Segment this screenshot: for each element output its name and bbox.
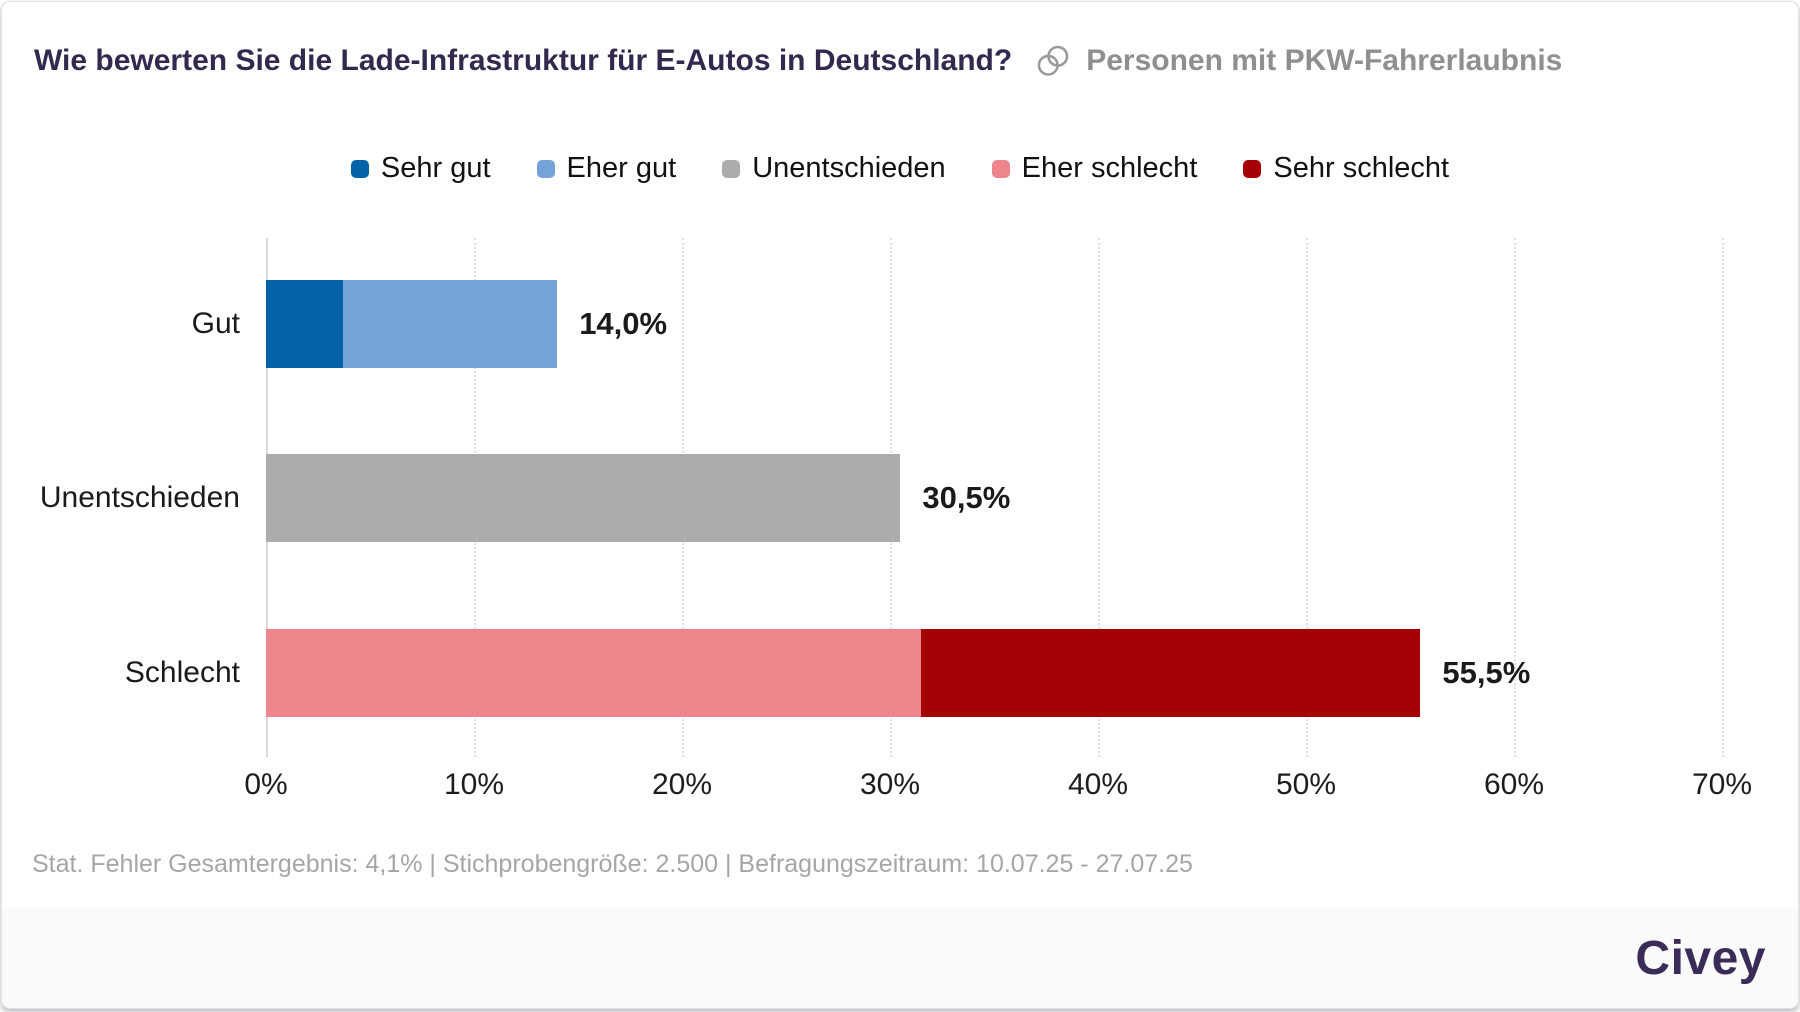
legend-label: Sehr gut — [380, 152, 491, 184]
legend-item[interactable]: Sehr gut — [350, 152, 491, 185]
x-tick-label: 70% — [1691, 768, 1753, 801]
question-title: Wie bewerten Sie die Lade-Infrastruktur … — [34, 44, 1013, 77]
bar-row: Gut 14,0% — [192, 280, 1722, 368]
legend-label: Sehr schlecht — [1273, 152, 1450, 184]
x-tick-label: 0% — [244, 768, 288, 801]
x-axis-labels: 0% 10% 20% 30% 40% 50% 60% 70% — [244, 768, 1752, 806]
legend-label: Unentschieden — [752, 152, 946, 184]
stacked-bar — [266, 280, 1722, 368]
bar-segment[interactable] — [921, 629, 1421, 717]
survey-stats-note: Stat. Fehler Gesamtergebnis: 4,1% | Stic… — [32, 850, 1193, 878]
legend-item[interactable]: Unentschieden — [722, 152, 946, 185]
legend-swatch-icon — [536, 159, 555, 178]
x-tick-label: 60% — [1483, 768, 1545, 801]
header: Wie bewerten Sie die Lade-Infrastruktur … — [34, 42, 1562, 80]
bar-segment[interactable] — [266, 454, 901, 542]
bar-row: Schlecht 55,5% — [125, 629, 1722, 717]
bar-value-label: 30,5% — [922, 480, 1011, 515]
category-label: Unentschieden — [39, 481, 240, 514]
category-label: Schlecht — [124, 656, 240, 689]
legend-item[interactable]: Eher schlecht — [991, 152, 1198, 185]
bar-value-label: 14,0% — [579, 306, 668, 341]
audience-badge: Personen mit PKW-Fahrerlaubnis — [1034, 42, 1562, 80]
x-tick-label: 20% — [651, 768, 713, 801]
gridline — [1306, 238, 1308, 757]
x-tick-label: 50% — [1275, 768, 1337, 801]
bar-segment[interactable] — [342, 280, 558, 368]
gridline — [1722, 238, 1724, 757]
legend: Sehr gut Eher gut Unentschieden Eher schlec… — [2, 152, 1798, 185]
gridline — [1098, 238, 1100, 757]
stacked-bar — [266, 629, 1722, 717]
legend-label: Eher gut — [566, 152, 677, 184]
bar-segment[interactable] — [266, 280, 343, 368]
legend-swatch-icon — [991, 159, 1010, 178]
x-tick-label: 30% — [859, 768, 921, 801]
civey-logo: Civey — [1635, 931, 1766, 985]
x-tick-label: 40% — [1067, 768, 1129, 801]
bar-segment[interactable] — [266, 629, 922, 717]
stacked-bar — [266, 454, 1722, 542]
overlapping-circles-icon — [1034, 42, 1072, 80]
legend-swatch-icon — [722, 159, 741, 178]
footer-band: Civey — [2, 908, 1798, 1008]
legend-label: Eher schlecht — [1021, 152, 1198, 184]
legend-swatch-icon — [1243, 159, 1262, 178]
plot-area: Gut 14,0% Unentschieden 30,5% Schlecht 55,5% — [40, 238, 1724, 757]
audience-label: Personen mit PKW-Fahrerlaubnis — [1086, 44, 1563, 77]
bar-row: Unentschieden 30,5% — [40, 454, 1722, 542]
x-tick-label: 10% — [443, 768, 505, 801]
category-label: Gut — [191, 307, 240, 340]
legend-item[interactable]: Eher gut — [536, 152, 677, 185]
legend-swatch-icon — [350, 159, 369, 178]
gridline — [1514, 238, 1516, 757]
legend-item[interactable]: Sehr schlecht — [1243, 152, 1449, 185]
bar-value-label: 55,5% — [1442, 655, 1531, 690]
